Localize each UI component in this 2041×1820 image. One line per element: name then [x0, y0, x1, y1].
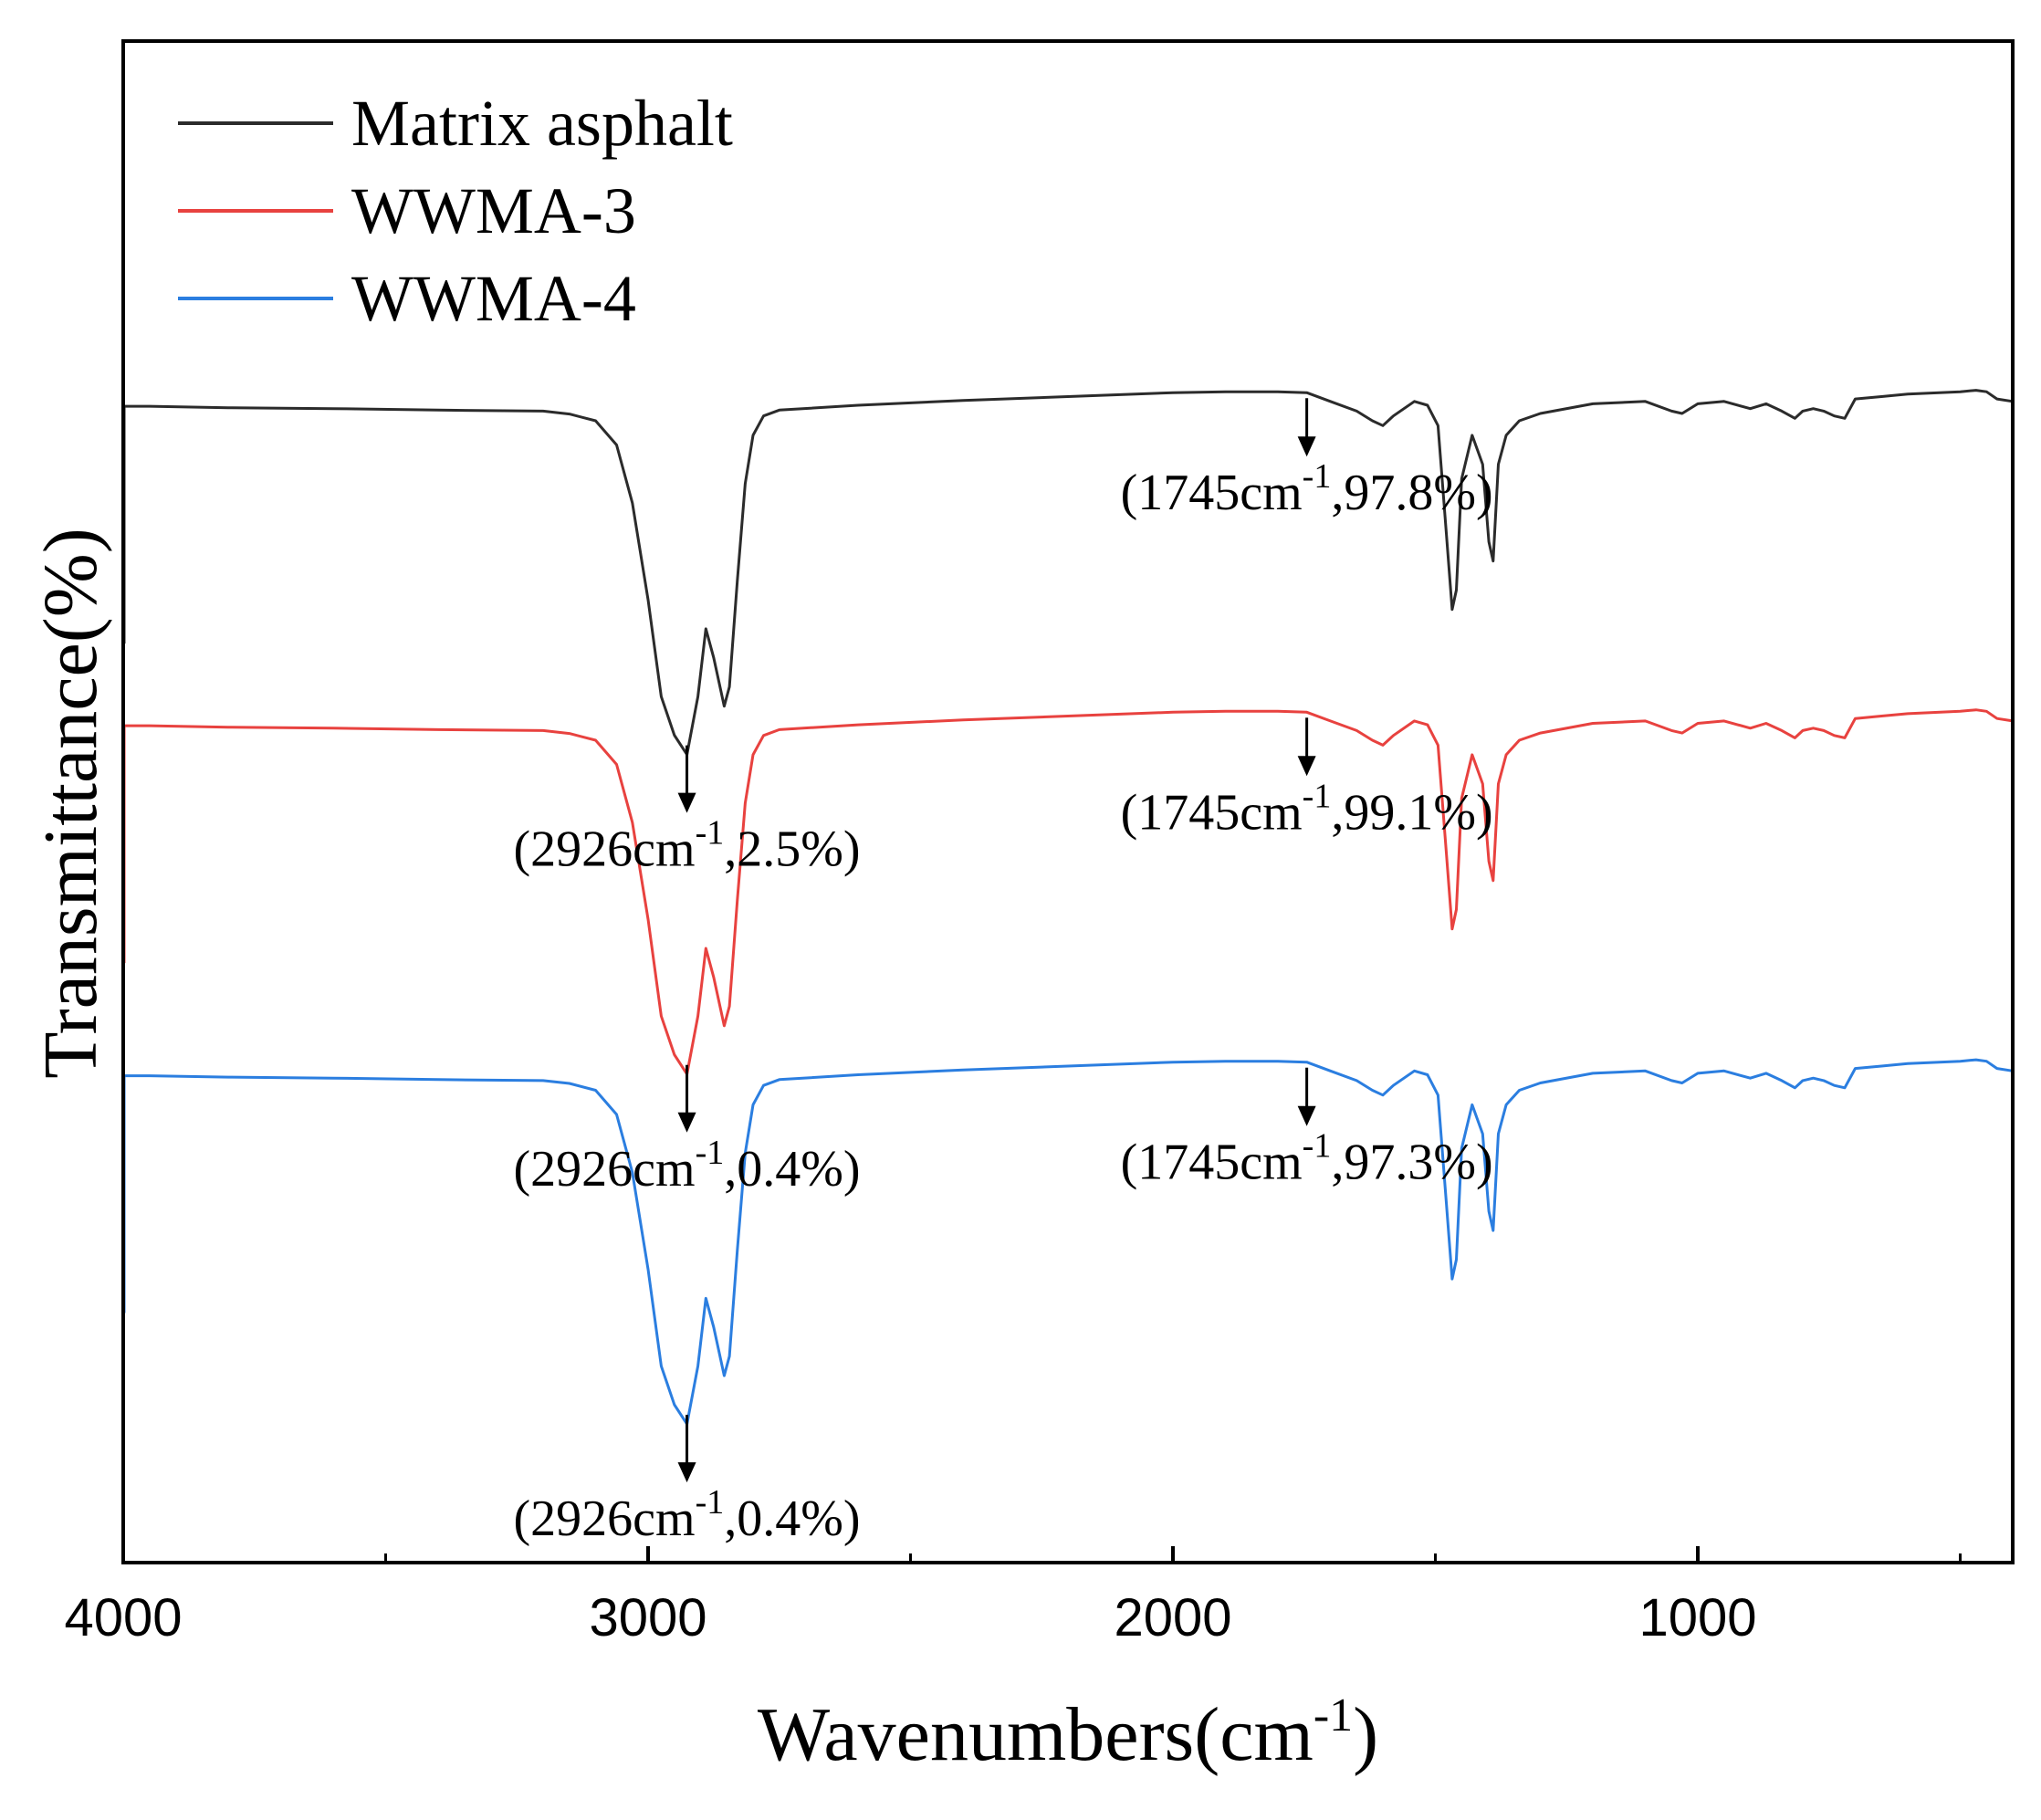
x-tick-label: 4000	[64, 1588, 182, 1647]
x-axis-title-sup: -1	[1314, 1689, 1353, 1742]
annotation-arrow-head	[677, 1112, 696, 1133]
peak-annotation-sup: -1	[696, 1134, 725, 1172]
series-layer	[122, 389, 2014, 1426]
peak-annotation: (1745cm-1,99.1%)	[1121, 777, 1493, 841]
annotation-arrow-head	[677, 1462, 696, 1483]
peak-annotation-value: ,99.1%)	[1331, 784, 1492, 841]
x-axis-title-main: Wavenumbers(cm	[758, 1692, 1314, 1777]
peak-annotation-value: ,0.4%)	[724, 1491, 860, 1547]
peak-annotation-wavenumber: (1745cm	[1121, 784, 1303, 841]
series-line-3	[123, 1058, 2014, 1426]
peak-annotation-wavenumber: (2926cm	[514, 1141, 696, 1198]
peak-annotation-value: ,97.8%)	[1331, 465, 1492, 521]
x-axis-ticks: 4000 3000 2000 1000	[64, 1546, 1962, 1647]
peak-annotation-value: ,0.4%)	[724, 1141, 860, 1198]
peak-annotation-wavenumber: (1745cm	[1121, 465, 1303, 521]
peak-annotation: (1745cm-1,97.3%)	[1121, 1127, 1493, 1191]
annotation-arrow-head	[677, 792, 696, 813]
peak-annotation-value: ,2.5%)	[724, 821, 860, 878]
x-tick-label: 1000	[1638, 1588, 1756, 1647]
peak-annotation-wavenumber: (2926cm	[514, 1491, 696, 1547]
peak-annotation: (1745cm-1,97.8%)	[1121, 457, 1493, 521]
legend-label-3: WWMA-4	[351, 262, 636, 335]
peak-annotation-wavenumber: (2926cm	[514, 821, 696, 878]
annotation-layer: (2926cm-1,2.5%)(1745cm-1,97.8%)(2926cm-1…	[514, 398, 1493, 1547]
legend-label-1: Matrix asphalt	[351, 87, 733, 160]
peak-annotation-sup: -1	[696, 1483, 725, 1522]
plot-frame	[121, 39, 2015, 1564]
y-axis-title: Transmittance(%)	[28, 528, 113, 1078]
peak-annotation-value: ,97.3%)	[1331, 1135, 1492, 1191]
peak-annotation-sup: -1	[1303, 1127, 1332, 1166]
peak-annotation: (2926cm-1,0.4%)	[514, 1483, 861, 1547]
peak-annotation: (2926cm-1,0.4%)	[514, 1134, 861, 1198]
x-tick-label: 3000	[589, 1588, 706, 1647]
annotation-arrow-head	[1297, 436, 1316, 457]
peak-annotation: (2926cm-1,2.5%)	[514, 814, 861, 878]
peak-annotation-sup: -1	[1303, 457, 1332, 496]
peak-annotation-sup: -1	[1303, 777, 1332, 815]
x-axis-title: Wavenumbers(cm-1)	[758, 1689, 1378, 1777]
legend-label-2: WWMA-3	[351, 174, 636, 247]
legend: Matrix asphalt WWMA-3 WWMA-4	[178, 87, 733, 335]
series-line-2	[123, 708, 2014, 1076]
x-axis-title-close: )	[1353, 1692, 1378, 1777]
annotation-arrow-head	[1297, 756, 1316, 777]
peak-annotation-wavenumber: (1745cm	[1121, 1135, 1303, 1191]
x-tick-label: 2000	[1114, 1588, 1231, 1647]
annotation-arrow-head	[1297, 1105, 1316, 1126]
peak-annotation-sup: -1	[696, 814, 725, 852]
series-line-1	[123, 389, 2014, 757]
